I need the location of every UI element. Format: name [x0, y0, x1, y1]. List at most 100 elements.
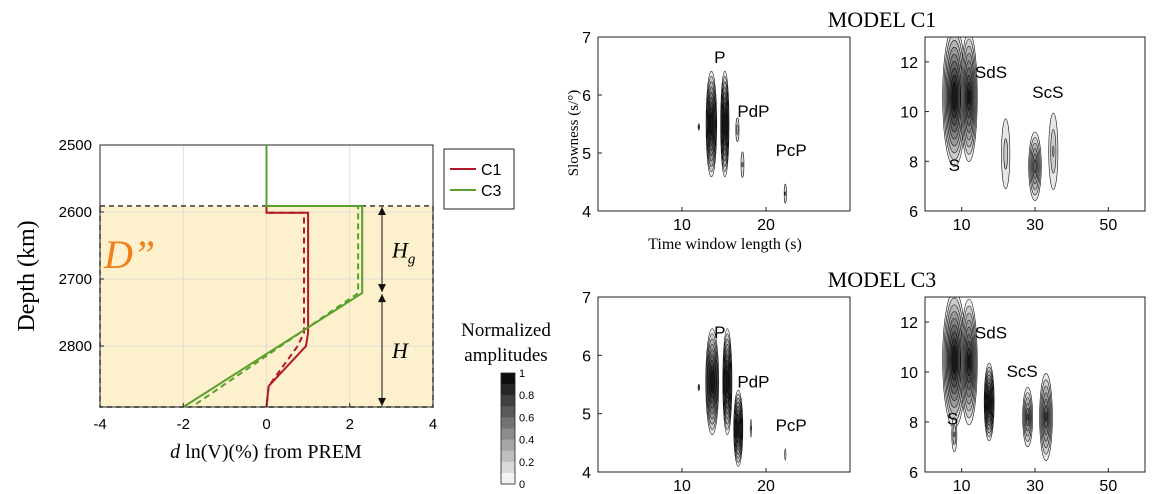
profile-c3-dashed: [191, 145, 360, 408]
colorbar-tick-label: 0: [519, 479, 525, 491]
colorbar-swatch: [501, 373, 515, 385]
y-tick-label: 12: [900, 55, 918, 72]
x-axis-label-rest: ln(V)(%) from PREM: [180, 441, 362, 463]
colorbar-title-line1: Normalized: [461, 320, 551, 341]
x-axis-label-d: d: [170, 441, 181, 463]
colorbar-swatch: [501, 450, 515, 463]
y-tick-label: 8: [909, 154, 918, 171]
y-tick-label: 2600: [59, 204, 92, 221]
vespagram-panels: 10 20 4 5 6 7 P PdP PcP 10 30 50 6 8 10 12 SdS ScS S 10 20 4 5…: [582, 30, 1146, 494]
x-tick-label: -4: [93, 416, 106, 433]
x-tick-label: 10: [953, 217, 971, 234]
contour-level: [987, 393, 991, 411]
colorbar-swatch: [501, 384, 515, 396]
contour-level: [723, 112, 727, 136]
legend-c1-label: C1: [481, 162, 502, 179]
contour-level: [1052, 145, 1055, 158]
y-tick-label: 10: [900, 365, 918, 382]
panel-title-model-c3: MODEL C3: [828, 267, 937, 292]
y-tick-label: 2500: [59, 137, 92, 154]
y-tick-label: 6: [909, 204, 918, 221]
thickness-symbol: H: [391, 238, 409, 263]
energy-blobs: [697, 328, 787, 467]
y-tick-label: 2800: [59, 338, 92, 355]
contour-level: [741, 161, 744, 168]
phase-label-pdp: PdP: [737, 102, 769, 121]
x-tick-label: 30: [1026, 217, 1044, 234]
profile-lines: [182, 145, 364, 408]
x-tick-label: 4: [429, 416, 437, 433]
phase-label-p: P: [714, 48, 725, 67]
legend-c3-label: C3: [481, 183, 502, 200]
arrow-head-down: [378, 398, 386, 406]
panel-title-model-c1: MODEL C1: [828, 7, 937, 32]
contour-level: [1026, 413, 1029, 421]
legend: C1 C3: [443, 148, 515, 210]
arrow-head-down: [378, 284, 386, 293]
y-tick-label: 5: [582, 407, 591, 424]
time-window-axis-label: Time window length (s): [648, 236, 802, 253]
contour-level: [951, 81, 958, 112]
colorbar-tick-label: 1: [519, 368, 525, 380]
x-tick-label: 10: [673, 217, 691, 234]
legend-box: [443, 148, 515, 210]
y-axis-label: Depth (km): [14, 220, 40, 331]
y-tick-label: 10: [900, 105, 918, 122]
arrow-head-up: [378, 206, 386, 215]
colorbar-swatch: [501, 428, 515, 440]
phase-label-sds: SdS: [975, 63, 1007, 82]
colorbar-swatch: [501, 417, 515, 429]
panel-frame: [597, 36, 851, 212]
colorbar-swatch: [501, 461, 515, 474]
thickness-annotations: HgH: [378, 206, 416, 406]
arrow-head-up: [378, 294, 386, 303]
thickness-subscript: g: [408, 252, 416, 268]
vespagram-panel-c3_left: 10 20 4 5 6 7 P PdP PcP: [582, 290, 851, 494]
contour-level: [697, 126, 700, 128]
vespagram-panel-c1_right: 10 30 50 6 8 10 12 SdS ScS S: [900, 36, 1146, 234]
phase-label-s: S: [947, 410, 958, 429]
colorbar-tick-label: 0.2: [519, 457, 534, 469]
x-tick-label: 50: [1099, 478, 1117, 494]
phase-label-p: P: [714, 323, 725, 342]
y-tick-label: 4: [582, 465, 591, 482]
profile-c1-dashed: [265, 145, 305, 408]
contour-level: [1003, 138, 1008, 170]
phase-label-pcp: PcP: [776, 141, 807, 160]
x-tick-label: 0: [262, 416, 270, 433]
contour-level: [967, 354, 971, 370]
x-axis-label: d ln(V)(%) from PREM: [170, 441, 362, 463]
colorbar-tick-label: 0.8: [519, 390, 534, 402]
colorbar: Normalized amplitudes 1 0.8 0.6 0.4 0.2 0: [461, 320, 551, 491]
energy-blobs: [697, 70, 787, 204]
thickness-label: H: [391, 338, 409, 363]
colorbar-tick-label: 0.4: [519, 435, 534, 447]
phase-label-scs: ScS: [1032, 83, 1063, 102]
contour-level: [951, 344, 958, 375]
y-tick-label: 8: [909, 415, 918, 432]
x-tick-label: 10: [673, 478, 691, 494]
y-tick-label: 2700: [59, 271, 92, 288]
panel-frame: [597, 296, 851, 473]
thickness-symbol: H: [391, 338, 409, 363]
contour-level: [726, 370, 729, 393]
thickness-label: Hg: [391, 238, 416, 268]
x-tick-label: -2: [177, 416, 190, 433]
contour-level: [1044, 411, 1048, 423]
colorbar-swatch: [501, 395, 515, 407]
phase-label-s: S: [949, 156, 960, 175]
x-tick-label: 20: [757, 217, 775, 234]
contour-level: [749, 426, 752, 431]
contour-level: [967, 89, 971, 105]
colorbar-tick-label: 0.6: [519, 412, 534, 424]
phase-label-pcp: PcP: [776, 416, 807, 435]
y-tick-label: 7: [582, 290, 591, 307]
contour-level: [737, 421, 740, 435]
phase-label-scs: ScS: [1007, 362, 1038, 381]
slowness-axis-label: Slowness (s/°): [566, 90, 582, 176]
x-tick-label: 50: [1099, 217, 1117, 234]
tick-labels: -4 -2 0 2 4 2500 2600 2700 2800: [59, 137, 438, 433]
colorbar-title-line2: amplitudes: [464, 345, 547, 366]
colorbar-frame: [500, 372, 516, 485]
